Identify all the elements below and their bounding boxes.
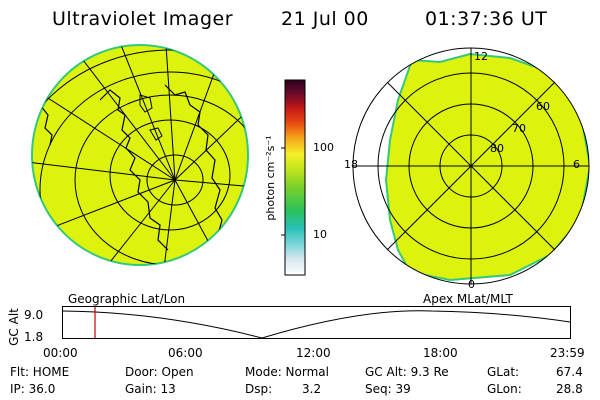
- colorbar-tick-10: 10: [313, 228, 327, 241]
- glon-label: GLon:: [487, 382, 522, 396]
- sequence-status: Seq: 39: [365, 382, 411, 396]
- instrument-title: Ultraviolet Imager: [52, 8, 234, 30]
- dsp-label: Dsp:: [245, 382, 273, 396]
- mlat-label-70: 70: [512, 122, 526, 135]
- mlat-label-80: 80: [490, 142, 504, 155]
- gc-altitude: GC Alt: 9.3 Re: [365, 365, 449, 379]
- altitude-tick-1-8: 1.8: [24, 330, 44, 344]
- glat-value: 67.4: [556, 365, 583, 379]
- time-tick-1800: 18:00: [423, 346, 458, 360]
- polar-image: 12 18 6 0 60 70 80: [344, 47, 590, 290]
- altitude-tick-9: 9.0: [24, 308, 44, 322]
- geo-panel-label: Geographic Lat/Lon: [68, 292, 186, 306]
- glat-label: GLat:: [487, 365, 520, 379]
- glon-value: 28.8: [556, 382, 583, 396]
- image-time: 01:37:36 UT: [425, 8, 548, 30]
- geographic-image: [31, 44, 249, 266]
- colorbar-unit-label: photon cm⁻²s⁻¹: [264, 135, 277, 220]
- mlt-label-6: 6: [573, 158, 580, 171]
- door-status: Door: Open: [125, 365, 194, 379]
- mlt-label-18: 18: [344, 158, 358, 171]
- image-date: 21 Jul 00: [281, 8, 369, 30]
- mlat-label-60: 60: [536, 100, 550, 113]
- mode-status: Mode: Normal: [245, 365, 329, 379]
- time-tick-0000: 00:00: [43, 346, 78, 360]
- intensity-colorbar: photon cm⁻²s⁻¹: [264, 79, 306, 276]
- globe-map-icon: [31, 44, 249, 266]
- flight-status: Flt: HOME: [10, 365, 70, 379]
- dsp-value: 3.2: [302, 382, 322, 396]
- time-tick-2359: 23:59: [550, 346, 585, 360]
- colorbar-tick-100: 100: [313, 141, 334, 154]
- altitude-plot: [62, 306, 571, 339]
- ip-status: IP: 36.0: [10, 382, 56, 396]
- polar-panel-label: Apex MLat/MLT: [423, 292, 513, 306]
- mlt-label-12: 12: [474, 50, 488, 63]
- altitude-axis-label: GC Alt: [7, 308, 21, 346]
- time-tick-0600: 06:00: [168, 346, 203, 360]
- time-tick-1200: 12:00: [296, 346, 331, 360]
- gain-status: Gain: 13: [125, 382, 176, 396]
- mlt-label-0: 0: [468, 278, 475, 290]
